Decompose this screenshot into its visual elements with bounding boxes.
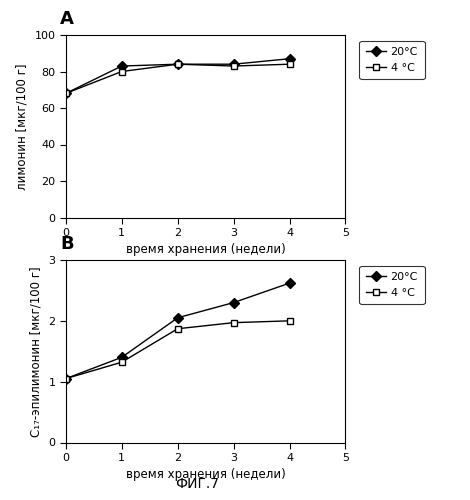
X-axis label: время хранения (недели): время хранения (недели)	[126, 244, 285, 256]
Y-axis label: C₁₇-эпилимонин [мкг/100 г]: C₁₇-эпилимонин [мкг/100 г]	[30, 266, 43, 436]
Y-axis label: лимонин [мкг/100 г]: лимонин [мкг/100 г]	[16, 63, 29, 190]
Text: A: A	[60, 10, 74, 28]
Text: ФИГ.7: ФИГ.7	[175, 476, 219, 490]
Legend: 20°C, 4 °C: 20°C, 4 °C	[360, 266, 424, 304]
Legend: 20°C, 4 °C: 20°C, 4 °C	[360, 40, 424, 80]
X-axis label: время хранения (недели): время хранения (недели)	[126, 468, 285, 481]
Text: B: B	[60, 234, 74, 252]
